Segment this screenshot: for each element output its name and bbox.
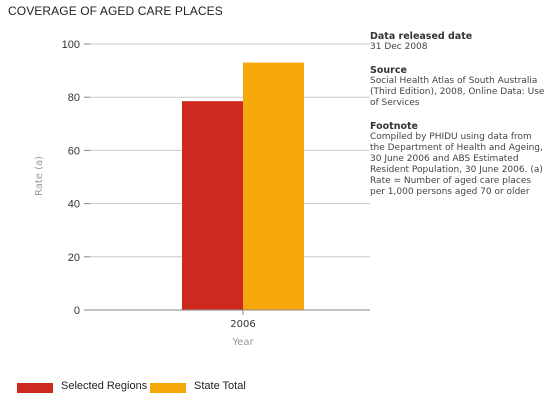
y-tick-label: 20 xyxy=(68,252,80,264)
data-released-value: 31 Dec 2008 xyxy=(370,42,428,52)
x-axis: 2006 xyxy=(90,309,370,330)
y-axis-ticks: 0 20 40 60 80 100 xyxy=(62,39,90,317)
footnote-text: Compiled by PHIDU using data from the De… xyxy=(370,132,543,197)
x-tick-label: 2006 xyxy=(230,319,255,330)
y-tick-label: 60 xyxy=(68,145,80,157)
source-text: Social Health Atlas of South Australia (… xyxy=(370,76,545,108)
bars xyxy=(182,62,304,311)
y-axis-label: Rate (a) xyxy=(34,156,45,196)
y-tick-label: 100 xyxy=(62,39,80,51)
legend-swatch xyxy=(17,383,53,393)
legend-label: State Total xyxy=(194,380,246,392)
y-tick-label: 0 xyxy=(74,305,80,317)
info-panel: Data released date 31 Dec 2008 Source So… xyxy=(370,31,548,210)
x-axis-label: Year xyxy=(231,337,254,348)
y-tick-label: 40 xyxy=(68,199,80,211)
footnote-heading: Footnote xyxy=(370,121,418,132)
bar-state-total[interactable] xyxy=(243,62,304,311)
chart-title: COVERAGE OF AGED CARE PLACES xyxy=(8,4,223,18)
legend-label: Selected Regions xyxy=(61,380,148,392)
source-section: Source Social Health Atlas of South Aust… xyxy=(370,65,548,109)
data-released-heading: Data released date xyxy=(370,31,473,42)
footnote-section: Footnote Compiled by PHIDU using data fr… xyxy=(370,121,548,198)
data-released-section: Data released date 31 Dec 2008 xyxy=(370,31,548,53)
y-tick-label: 80 xyxy=(68,92,80,104)
legend-swatch xyxy=(150,383,186,393)
source-heading: Source xyxy=(370,65,407,76)
bar-selected-regions[interactable] xyxy=(182,101,243,310)
